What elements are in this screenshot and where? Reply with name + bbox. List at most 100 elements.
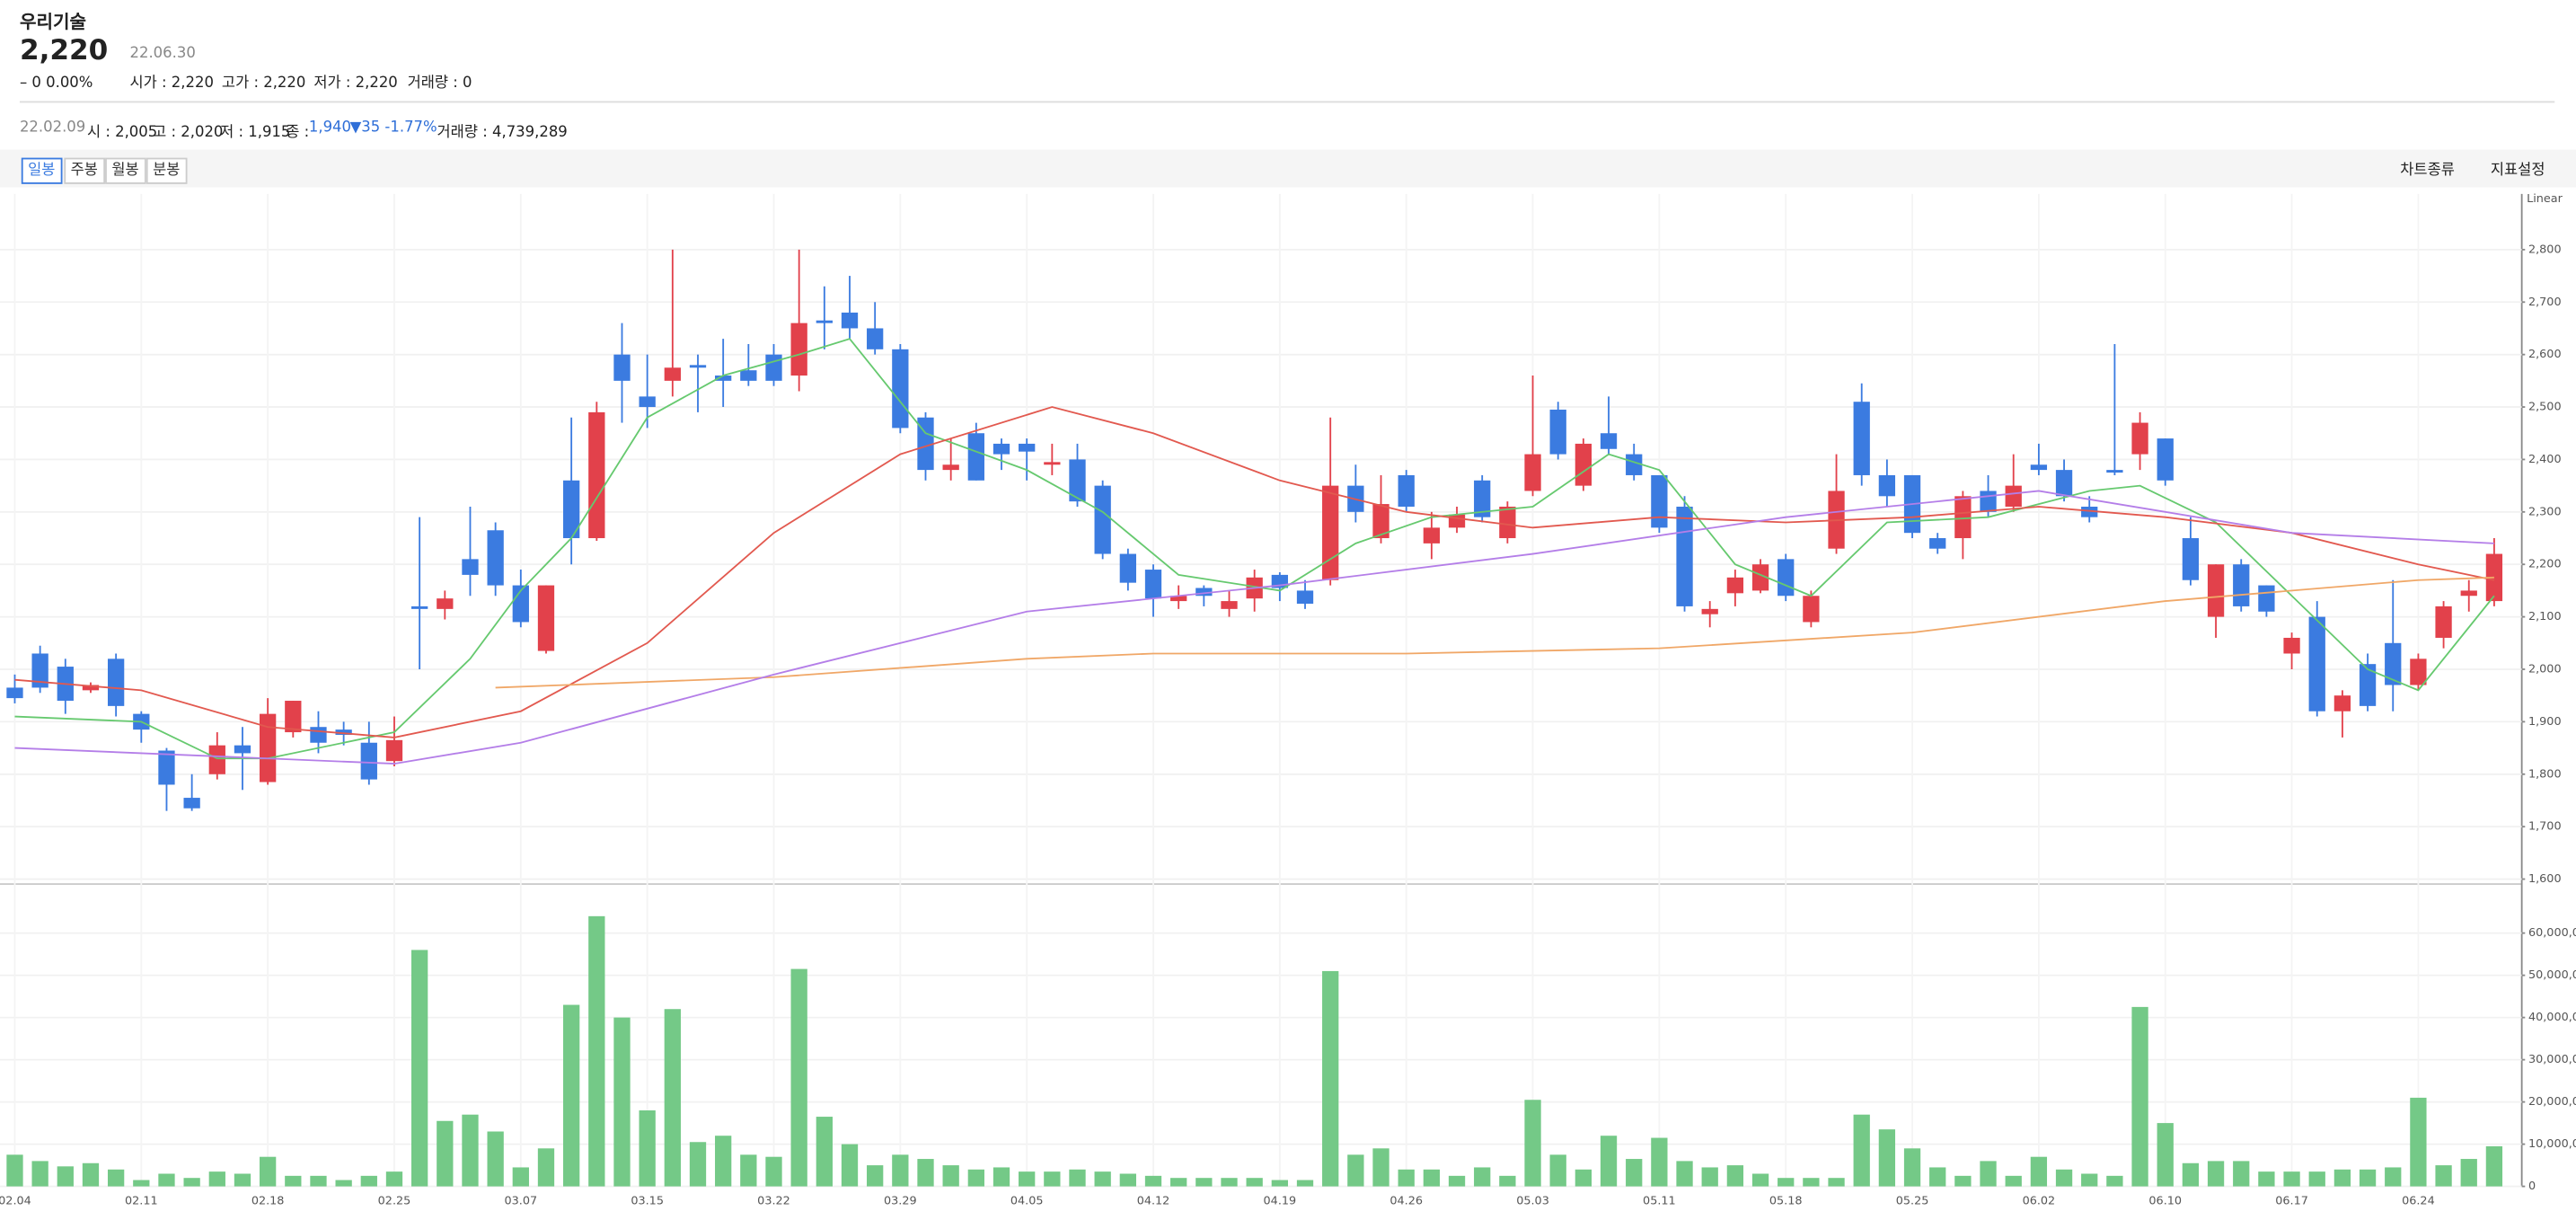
candle-body xyxy=(2460,590,2477,597)
volume-bar xyxy=(2081,1173,2098,1187)
tab[interactable]: 일봉 xyxy=(21,157,62,184)
volume-bar xyxy=(1119,1173,1136,1187)
volume-bar xyxy=(715,1136,732,1187)
v-tick-label: 60,000,000 xyxy=(2528,926,2576,940)
candle-body xyxy=(285,701,302,733)
volume-bar xyxy=(2182,1162,2200,1187)
x-tick-label: 05.25 xyxy=(1896,1195,1929,1208)
volume-bar xyxy=(1903,1148,1921,1187)
volume-bar xyxy=(917,1159,934,1187)
volume-bar xyxy=(664,1009,681,1187)
candle-body xyxy=(2359,664,2377,706)
volume-bar xyxy=(1651,1137,1668,1187)
volume-bar xyxy=(1246,1178,1263,1187)
volume-bar xyxy=(537,1148,555,1187)
info-open: 시 : 2,005 xyxy=(86,125,158,142)
info-close-label: 종 : xyxy=(286,125,310,142)
volume-bar xyxy=(133,1180,150,1187)
volume-bar xyxy=(1676,1161,1693,1187)
volume-bar xyxy=(2258,1171,2275,1187)
volume-bar xyxy=(2207,1161,2225,1187)
candle-body xyxy=(31,653,49,688)
candle-body xyxy=(689,365,707,368)
volume-bar xyxy=(740,1154,757,1187)
candle-body xyxy=(208,745,225,774)
x-tick-label: 03.22 xyxy=(757,1195,790,1208)
candle-body xyxy=(1954,496,1972,539)
volume-bar xyxy=(2157,1123,2174,1187)
volume-bar xyxy=(1626,1159,1643,1187)
volume-bar xyxy=(1019,1171,1036,1187)
candle-body xyxy=(537,585,555,651)
x-tick-label: 03.07 xyxy=(504,1195,537,1208)
volume-bar xyxy=(234,1173,251,1187)
v-tick-label: 40,000,000 xyxy=(2528,1011,2576,1024)
v-tick-label: 20,000,000 xyxy=(2528,1095,2576,1109)
volume-bar xyxy=(639,1110,656,1187)
candle-body xyxy=(1094,485,1111,554)
candle-body xyxy=(1524,454,1541,491)
candle-body xyxy=(437,598,454,609)
candle-body xyxy=(1980,491,1997,512)
volume: 거래량 : 0 xyxy=(407,75,472,93)
change: – 0 0.00% xyxy=(19,75,93,93)
scale-label: Linear xyxy=(2527,192,2563,206)
candle-body xyxy=(1676,506,1693,606)
tool-button[interactable]: 차트종류 xyxy=(2400,163,2455,180)
volume-bar xyxy=(1474,1167,1491,1187)
candle-body xyxy=(107,659,125,706)
volume-bar xyxy=(942,1165,959,1187)
candle-body xyxy=(1119,553,1136,583)
volume-bar xyxy=(1372,1148,1389,1187)
volume-bar xyxy=(1195,1178,1213,1187)
x-tick-label: 04.12 xyxy=(1137,1195,1170,1208)
volume-bar xyxy=(208,1171,225,1187)
volume-bar xyxy=(1575,1169,1592,1187)
volume-bar xyxy=(107,1169,125,1187)
volume-bar xyxy=(1828,1178,1845,1187)
y-tick-label: 2,500 xyxy=(2528,401,2562,414)
tab[interactable]: 주봉 xyxy=(64,157,105,184)
moving-average xyxy=(14,490,2494,765)
candle-body xyxy=(664,367,681,381)
volume-bar xyxy=(2283,1171,2300,1187)
low: 저가 : 2,220 xyxy=(313,75,398,93)
candle-body xyxy=(2207,564,2225,617)
y-tick-label: 2,100 xyxy=(2528,610,2562,623)
candle-body xyxy=(1929,538,1946,549)
volume-bar xyxy=(285,1175,302,1187)
candle-body xyxy=(2333,695,2351,712)
tool-button[interactable]: 지표설정 xyxy=(2490,163,2545,180)
tab[interactable]: 월봉 xyxy=(105,157,146,184)
volume-bar xyxy=(2385,1167,2402,1187)
volume-bar xyxy=(31,1161,49,1187)
volume-bar xyxy=(2435,1165,2452,1187)
volume-bar xyxy=(1524,1100,1541,1187)
volume-bar xyxy=(487,1131,504,1187)
y-tick-label: 2,400 xyxy=(2528,453,2562,466)
candle-body xyxy=(2131,422,2148,455)
candle-body xyxy=(765,354,782,381)
x-tick-label: 05.11 xyxy=(1643,1195,1676,1208)
candle-body xyxy=(234,745,251,754)
candle-body xyxy=(563,480,580,539)
volume-bar xyxy=(588,915,605,1187)
volume-bar xyxy=(563,1004,580,1187)
candle-body xyxy=(512,585,529,623)
volume-bar xyxy=(1701,1167,1718,1187)
x-tick-label: 05.03 xyxy=(1516,1195,1549,1208)
candle-body xyxy=(1474,480,1491,517)
y-tick-label: 1,900 xyxy=(2528,715,2562,729)
volume-bar xyxy=(867,1165,884,1187)
v-tick-label: 30,000,000 xyxy=(2528,1053,2576,1066)
tab[interactable]: 분봉 xyxy=(146,157,187,184)
volume-bar xyxy=(158,1173,175,1187)
candle-body xyxy=(639,396,656,408)
x-tick-label: 03.29 xyxy=(884,1195,917,1208)
volume-bar xyxy=(462,1114,479,1187)
candle-body xyxy=(1878,474,1896,497)
candle-body xyxy=(1019,443,1036,452)
volume-bar xyxy=(1296,1180,1314,1187)
